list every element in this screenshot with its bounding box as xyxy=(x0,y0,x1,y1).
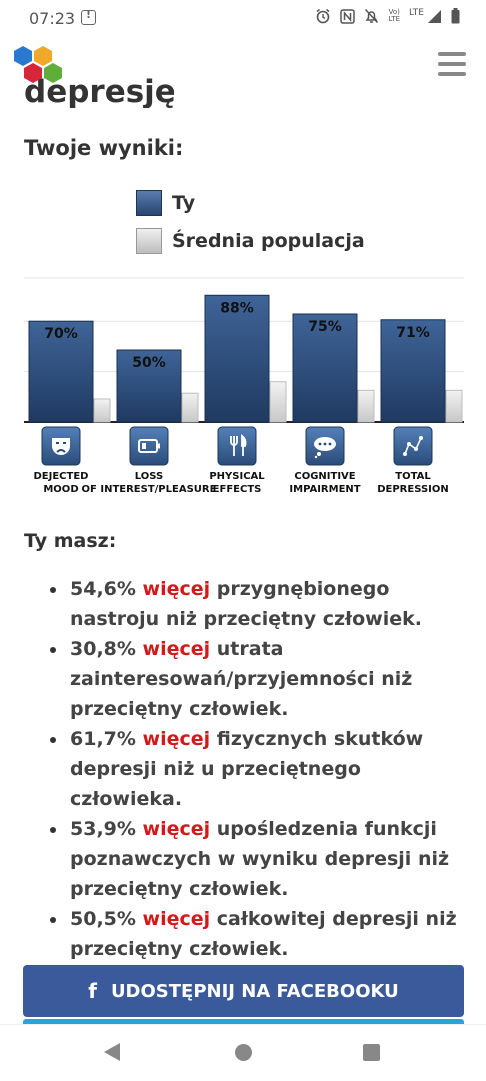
legend-label-you: Ty xyxy=(172,191,196,214)
bar-value-label: 88% xyxy=(220,300,254,316)
result-highlight: więcej xyxy=(142,818,211,840)
share-facebook-button[interactable]: f UDOSTĘPNIJ NA FACEBOOKU xyxy=(23,965,464,1017)
chart-line-icon xyxy=(393,426,433,466)
chart-legend: Ty Średnia populacja xyxy=(136,189,365,265)
bar-you xyxy=(28,320,94,423)
result-value: 53,9% xyxy=(70,818,143,840)
result-text: upośledzenia funkcji poznawczych w wynik… xyxy=(70,818,450,900)
bar-you xyxy=(204,294,270,423)
battery-icon xyxy=(129,426,169,466)
result-item: 61,7% więcej fizycznych skutków depresji… xyxy=(50,724,470,814)
home-icon[interactable] xyxy=(235,1044,252,1061)
status-time: 07:23 xyxy=(29,9,76,28)
bar-average xyxy=(357,389,375,423)
result-text: utrata zainteresowań/przyjemności niż pr… xyxy=(70,638,413,720)
icon-tile xyxy=(217,426,257,466)
result-value: 30,8% xyxy=(70,638,143,660)
signal-icon xyxy=(428,9,441,23)
result-highlight: więcej xyxy=(142,908,211,930)
result-highlight: więcej xyxy=(142,638,211,660)
share-secondary-button[interactable] xyxy=(23,1019,464,1025)
result-item: 50,5% więcej całkowitej depresji niż prz… xyxy=(50,904,470,964)
bar-value-label: 70% xyxy=(44,326,78,342)
result-item: 54,6% więcej przygnębionego nastroju niż… xyxy=(50,574,470,634)
legend-item-you: Ty xyxy=(136,189,365,216)
result-item: 53,9% więcej upośledzenia funkcji poznaw… xyxy=(50,814,470,904)
legend-swatch-you xyxy=(136,189,162,216)
result-text: fizycznych skutków depresji niż u przeci… xyxy=(70,728,424,810)
facebook-icon: f xyxy=(88,979,97,1003)
legend-item-average: Średnia populacja xyxy=(136,227,365,254)
thought-bubble-icon xyxy=(305,426,345,466)
result-highlight: więcej xyxy=(142,728,211,750)
category-label: LOSS OF INTEREST/PLEASURE xyxy=(82,471,217,495)
icon-tile xyxy=(129,426,169,466)
volte-icon: Vo) LTE xyxy=(388,9,400,23)
category-label: DEJECTED MOOD xyxy=(34,471,89,495)
fork-knife-icon xyxy=(217,426,257,466)
masks-icon xyxy=(41,426,81,466)
share-facebook-label: UDOSTĘPNIJ NA FACEBOOKU xyxy=(110,980,399,1002)
result-item: 30,8% więcej utrata zainteresowań/przyje… xyxy=(50,634,470,724)
site-logo[interactable] xyxy=(11,44,67,86)
bar-average xyxy=(269,381,287,423)
bar-you xyxy=(380,319,446,423)
hamburger-menu-icon[interactable] xyxy=(438,52,466,76)
results-list: 54,6% więcej przygnębionego nastroju niż… xyxy=(30,574,470,964)
result-value: 50,5% xyxy=(70,908,143,930)
status-icons: Vo) LTE LTE xyxy=(315,8,460,24)
bar-value-label: 71% xyxy=(396,325,430,341)
battery-status-icon xyxy=(451,8,460,24)
mute-icon xyxy=(365,8,379,24)
legend-label-average: Średnia populacja xyxy=(172,229,365,252)
bar-average xyxy=(93,398,111,423)
category-label: COGNITIVE IMPAIRMENT xyxy=(289,471,360,495)
status-bar: 07:23 Vo)LTE LTE xyxy=(0,0,486,36)
header-bar xyxy=(0,36,486,76)
navigation-bar xyxy=(0,1024,486,1081)
back-icon[interactable] xyxy=(104,1043,120,1061)
volte-line1: Vo) xyxy=(388,8,400,16)
results-heading: Twoje wyniki: xyxy=(24,136,184,160)
volte-line2: LTE xyxy=(388,15,401,23)
bar-value-label: 50% xyxy=(132,355,166,371)
lte-label: LTE xyxy=(409,8,424,18)
bar-value-label: 75% xyxy=(308,319,342,335)
result-highlight: więcej xyxy=(142,578,211,600)
bar-you xyxy=(116,349,182,423)
recents-icon[interactable] xyxy=(363,1044,380,1061)
result-text: przygnębionego nastroju niż przeciętny c… xyxy=(70,578,422,630)
result-text: całkowitej depresji niż przeciętny człow… xyxy=(70,908,457,960)
bar-average xyxy=(445,389,463,423)
bar-you xyxy=(292,313,358,423)
result-value: 54,6% xyxy=(70,578,143,600)
result-value: 61,7% xyxy=(70,728,143,750)
alarm-icon xyxy=(316,8,330,24)
notification-icon xyxy=(81,8,96,25)
you-have-heading: Ty masz: xyxy=(24,530,117,552)
nfc-icon xyxy=(340,8,356,24)
legend-swatch-average xyxy=(136,227,162,254)
bar-average xyxy=(181,392,199,423)
category-label: PHYSICAL EFFECTS xyxy=(209,471,265,495)
category-label: TOTAL DEPRESSION xyxy=(377,471,449,495)
